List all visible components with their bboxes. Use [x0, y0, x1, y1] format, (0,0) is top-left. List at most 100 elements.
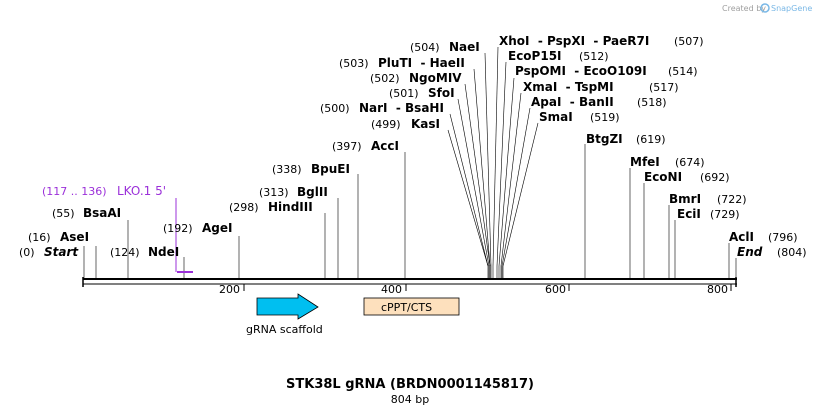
site-pos: (619): [636, 133, 666, 146]
cppt-box: [363, 297, 460, 316]
site-name: BtgZI: [586, 132, 623, 146]
grna-scaffold-arrow-icon: [256, 293, 319, 320]
site-pluti-haeii[interactable]: (503) PluTI - HaeII: [339, 56, 465, 70]
site-name: BsaAI: [83, 206, 121, 220]
site-cluster-ticks: [487, 266, 504, 278]
site-acli[interactable]: AclI (796): [729, 230, 798, 244]
site-name: HindIII: [268, 200, 313, 214]
site-name: MfeI: [630, 155, 660, 169]
site-pos: (0): [19, 246, 35, 259]
site-pos: (507): [674, 35, 704, 48]
tick-200: 200: [219, 283, 240, 296]
site-name: SfoI: [428, 86, 455, 100]
site-name: AgeI: [202, 221, 232, 235]
leader-nari: [449, 113, 489, 267]
tick-400: 400: [381, 283, 402, 296]
site-name: EcoNI: [644, 170, 682, 184]
site-name: EciI: [677, 207, 701, 221]
leader-naei: [484, 52, 492, 267]
site-pos: (692): [700, 171, 730, 184]
site-pos: (674): [675, 156, 705, 169]
site-pspomi-ecoo109i[interactable]: PspOMI - EcoO109I (514): [515, 64, 698, 78]
site-apai-banii[interactable]: ApaI - BanII (518): [531, 95, 667, 109]
site-pos: (512): [579, 50, 609, 63]
site-asei[interactable]: (16) AseI: [28, 230, 89, 244]
feature-grna-scaffold[interactable]: gRNA scaffold: [246, 293, 323, 336]
site-ngomiv[interactable]: (502) NgoMIV: [370, 71, 462, 85]
site-pos: (397): [332, 140, 362, 153]
site-ecop15i[interactable]: EcoP15I (512): [508, 49, 609, 63]
site-nari-bsahi[interactable]: (500) NarI - BsaHI: [320, 101, 444, 115]
site-acci[interactable]: (397) AccI: [332, 139, 399, 153]
leader-kasi: [447, 129, 489, 267]
site-labels: (0) Start (16) AseI (55) BsaAI (124) Nde…: [19, 34, 807, 259]
feature-cppt-cts[interactable]: cPPT/CTS: [363, 297, 460, 316]
site-pos: (313): [259, 186, 289, 199]
site-ecii[interactable]: EciI (729): [677, 207, 740, 221]
site-name: NaeI: [449, 40, 480, 54]
site-btgzi[interactable]: BtgZI (619): [586, 132, 666, 146]
primer-range: (117 .. 136): [42, 185, 107, 198]
cppt-label: cPPT/CTS: [381, 301, 432, 314]
leader-xhoi: [492, 46, 499, 267]
site-bsaai[interactable]: (55) BsaAI: [52, 206, 121, 220]
leader-ecop15i: [496, 61, 507, 267]
site-name: AclI: [729, 230, 754, 244]
site-econi[interactable]: EcoNI (692): [644, 170, 730, 184]
site-name: XmaI - TspMI: [523, 80, 614, 94]
site-pos: (514): [668, 65, 698, 78]
site-naei[interactable]: (504) NaeI: [410, 40, 480, 54]
site-sfoi[interactable]: (501) SfoI: [389, 86, 455, 100]
site-name: BglII: [297, 185, 328, 199]
site-pos: (192): [163, 222, 193, 235]
site-pos: (722): [717, 193, 747, 206]
leader-pspomi: [498, 77, 515, 267]
site-name: End: [737, 245, 763, 259]
site-name: Start: [44, 245, 79, 259]
site-name: AccI: [371, 139, 399, 153]
site-smai[interactable]: SmaI (519): [539, 110, 620, 124]
leader-xmai: [500, 92, 522, 267]
site-hindiii[interactable]: (298) HindIII: [229, 200, 313, 214]
site-bglii[interactable]: (313) BglII: [259, 185, 328, 199]
primer-lko1[interactable]: (117 .. 136) LKO.1 5': [42, 184, 193, 273]
leader-pluti: [473, 68, 491, 267]
site-xmai-tspmi[interactable]: XmaI - TspMI (517): [523, 80, 679, 94]
snapgene-credit: Created by SnapGene: [722, 3, 812, 13]
site-pos: (796): [768, 231, 798, 244]
site-pos: (16): [28, 231, 51, 244]
leader-ngomiv: [464, 83, 491, 267]
tick-800: 800: [707, 283, 728, 296]
site-xhoi-pspxi-paer7i[interactable]: XhoI - PspXI - PaeR7I (507): [499, 34, 704, 48]
site-pos: (804): [777, 246, 807, 259]
map-length: 804 bp: [391, 393, 429, 406]
site-kasi[interactable]: (499) KasI: [371, 117, 440, 131]
site-name: KasI: [411, 117, 440, 131]
site-name: SmaI: [539, 110, 573, 124]
site-pos: (500): [320, 102, 350, 115]
site-leader-lines: [83, 46, 737, 278]
site-pos: (504): [410, 41, 440, 54]
site-name: BmrI: [669, 192, 701, 206]
snapgene-logo-icon: [760, 3, 770, 13]
site-mfei[interactable]: MfeI (674): [630, 155, 705, 169]
site-agei[interactable]: (192) AgeI: [163, 221, 232, 235]
site-pos: (499): [371, 118, 401, 131]
site-name: NgoMIV: [409, 71, 462, 85]
credit-brand: SnapGene: [771, 4, 812, 13]
dna-backbone: 200 400 600 800: [82, 277, 737, 296]
site-ndei[interactable]: (124) NdeI: [110, 245, 179, 259]
site-name: PspOMI - EcoO109I: [515, 64, 647, 78]
site-bmri[interactable]: BmrI (722): [669, 192, 747, 206]
site-bpuei[interactable]: (338) BpuEI: [272, 162, 350, 176]
site-start[interactable]: (0) Start: [19, 245, 79, 259]
site-name: ApaI - BanII: [531, 95, 614, 109]
site-name: NarI - BsaHI: [359, 101, 444, 115]
site-pos: (729): [710, 208, 740, 221]
tick-600: 600: [545, 283, 566, 296]
site-end[interactable]: End (804): [737, 245, 807, 259]
site-pos: (338): [272, 163, 302, 176]
site-name: EcoP15I: [508, 49, 562, 63]
site-pos: (55): [52, 207, 75, 220]
